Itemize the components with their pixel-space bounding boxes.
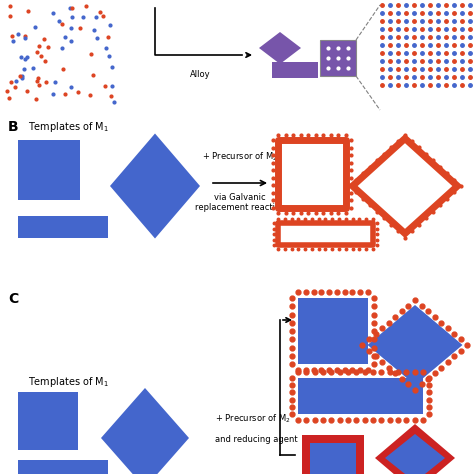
Polygon shape xyxy=(101,388,189,474)
Bar xyxy=(298,378,423,414)
Text: Templates of M$_1$: Templates of M$_1$ xyxy=(28,375,109,389)
Bar xyxy=(310,443,356,474)
Text: and reducing agent: and reducing agent xyxy=(215,435,298,444)
Text: Templates of M$_1$: Templates of M$_1$ xyxy=(28,120,109,134)
Bar xyxy=(320,40,356,76)
Bar xyxy=(18,460,108,474)
Polygon shape xyxy=(259,32,301,64)
Polygon shape xyxy=(367,305,463,385)
Polygon shape xyxy=(375,424,455,474)
Polygon shape xyxy=(385,434,445,474)
Text: + Precursor of M$_2$: + Precursor of M$_2$ xyxy=(215,412,291,425)
Bar xyxy=(298,298,368,364)
Bar xyxy=(272,62,318,78)
Polygon shape xyxy=(110,134,200,238)
Text: Alloy: Alloy xyxy=(190,70,210,79)
Bar xyxy=(278,223,373,245)
Bar xyxy=(18,140,80,200)
Bar xyxy=(302,435,364,474)
Text: replacement reaction: replacement reaction xyxy=(195,203,285,212)
Text: + Precursor of M$_2$: + Precursor of M$_2$ xyxy=(202,151,278,163)
Bar xyxy=(278,140,346,208)
Text: C: C xyxy=(8,292,18,306)
Text: B: B xyxy=(8,120,18,134)
Text: via Galvanic: via Galvanic xyxy=(214,193,266,202)
Bar xyxy=(18,216,108,238)
Bar xyxy=(18,392,78,450)
